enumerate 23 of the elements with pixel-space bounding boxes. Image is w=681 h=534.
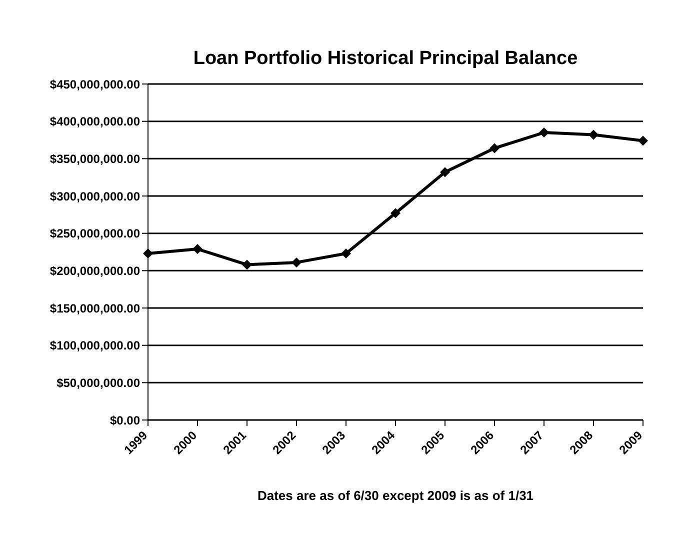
y-tick-label: $350,000,000.00	[50, 152, 140, 166]
x-axis-title: Dates are as of 6/30 except 2009 is as of 1/31	[257, 488, 534, 503]
point	[440, 167, 450, 178]
chart-title: Loan Portfolio Historical Principal Balance	[192, 47, 579, 70]
point	[390, 208, 400, 218]
point	[588, 130, 598, 140]
y-tick-label: $300,000,000.00	[50, 189, 140, 204]
point	[192, 244, 202, 254]
point	[539, 128, 549, 138]
point	[490, 143, 500, 154]
y-tick-label: $450,000,000.00	[50, 77, 140, 92]
y-tick-label: $400,000,000.00	[50, 114, 140, 129]
point	[341, 248, 351, 258]
point	[143, 248, 153, 258]
y-tick-label: $200,000,000.00	[50, 264, 140, 278]
point	[638, 136, 648, 146]
y-tick-label: $50,000,000.00	[56, 376, 140, 390]
point	[292, 257, 302, 268]
y-tick-label: $100,000,000.00	[50, 338, 140, 353]
y-tick-label: $0.00	[110, 413, 140, 428]
y-tick-label: $250,000,000.00	[50, 226, 140, 241]
point	[242, 260, 252, 270]
y-tick-label: $150,000,000.00	[50, 301, 140, 316]
